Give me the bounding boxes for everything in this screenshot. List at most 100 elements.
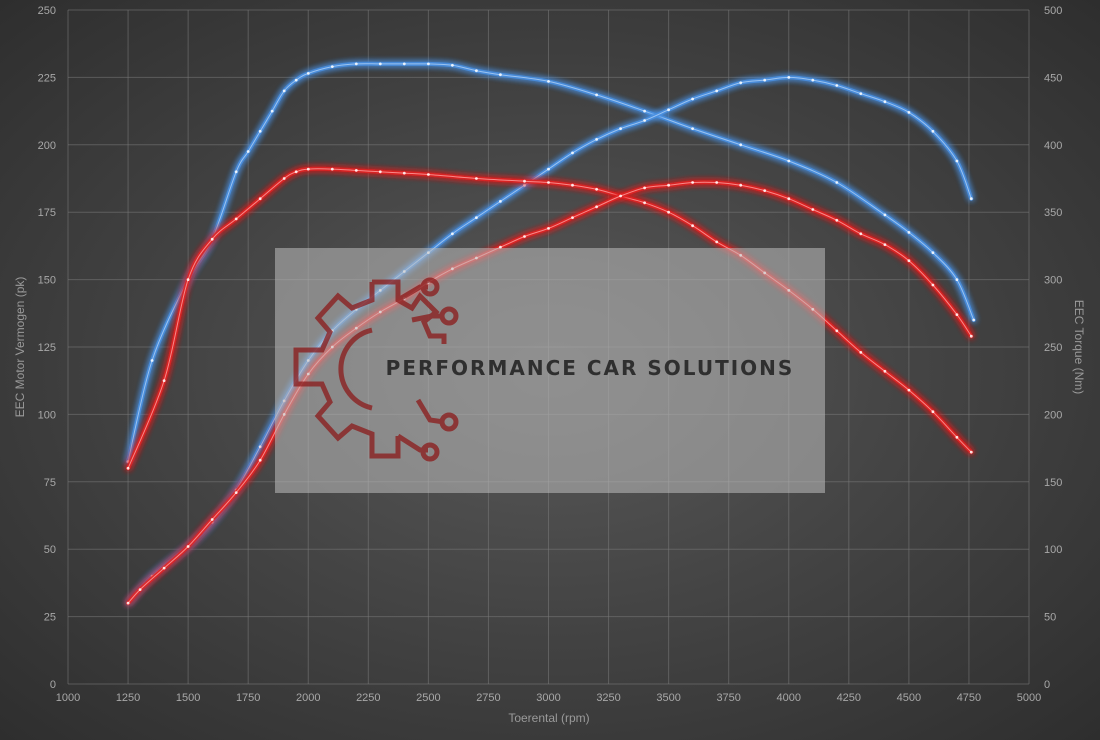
y-left-tick-label: 125 [38, 342, 56, 354]
data-point [499, 200, 502, 203]
data-point [643, 186, 646, 190]
data-point [667, 183, 670, 187]
data-point [595, 187, 598, 191]
watermark-panel [275, 248, 825, 493]
data-point [715, 240, 719, 244]
data-point [835, 181, 839, 184]
data-point [186, 278, 190, 281]
data-point [595, 138, 598, 141]
x-tick-label: 1750 [236, 692, 260, 704]
data-point [427, 62, 430, 66]
data-point [972, 318, 976, 322]
x-tick-label: 4250 [837, 692, 861, 704]
data-point [835, 218, 839, 222]
data-point [475, 69, 478, 73]
data-point [931, 410, 935, 414]
x-axis-ticks: 1000 1250 1500 1750 2000 2250 2500 2750 3000 3250… [56, 692, 1041, 704]
data-point [931, 129, 935, 133]
data-point [402, 171, 406, 175]
data-point [402, 62, 406, 66]
watermark-text: PERFORMANCE CAR SOLUTIONS [386, 356, 795, 380]
x-tick-label: 3250 [596, 692, 620, 704]
y-right-tick-label: 400 [1044, 140, 1062, 152]
data-point [499, 245, 502, 249]
data-point [907, 388, 911, 392]
x-tick-label: 2000 [296, 692, 320, 704]
data-point [475, 216, 478, 220]
data-point [955, 435, 959, 439]
data-point [306, 167, 310, 171]
data-point [547, 80, 550, 83]
y-left-tick-label: 250 [38, 5, 56, 17]
data-point [547, 227, 550, 230]
y-right-tick-label: 0 [1044, 679, 1050, 691]
x-tick-label: 2750 [476, 692, 500, 704]
data-point [126, 466, 130, 470]
data-point [883, 369, 887, 373]
data-point [859, 232, 863, 236]
data-point [931, 251, 935, 255]
data-point [667, 210, 670, 214]
data-point [763, 189, 767, 193]
y-axis-right-ticks: 0 50 100 150 200 250 300 350 400 450 500 [1044, 5, 1062, 691]
x-tick-label: 1250 [116, 692, 140, 704]
data-point [571, 151, 574, 155]
data-point [451, 232, 454, 236]
data-point [955, 159, 959, 163]
data-point [547, 181, 550, 184]
y-left-tick-label: 150 [38, 275, 56, 287]
data-point [258, 445, 262, 449]
data-point [258, 458, 262, 462]
data-point [451, 63, 454, 67]
data-point [150, 359, 154, 362]
data-point [643, 109, 646, 113]
data-point [835, 329, 839, 333]
data-point [691, 127, 694, 130]
data-point [282, 89, 286, 93]
x-tick-label: 4500 [897, 692, 921, 704]
data-point [162, 379, 166, 383]
data-point [931, 283, 935, 287]
data-point [715, 181, 719, 184]
data-point [138, 588, 142, 591]
data-point [835, 84, 839, 87]
data-point [378, 62, 382, 66]
y-left-tick-label: 0 [50, 679, 56, 691]
x-tick-label: 4000 [777, 692, 801, 704]
data-point [595, 93, 598, 97]
y-axis-left-title: EEC Motor Vermogen (pk) [13, 277, 27, 418]
data-point [883, 213, 887, 217]
data-point [571, 216, 574, 220]
data-point [294, 78, 298, 82]
data-point [859, 351, 863, 354]
data-point [787, 197, 791, 201]
data-point [691, 97, 694, 101]
data-point [270, 109, 274, 113]
data-point [523, 183, 526, 187]
data-point [258, 129, 262, 133]
data-point [787, 159, 791, 163]
data-point [955, 278, 959, 281]
data-point [234, 491, 238, 494]
y-axis-left-ticks: 0 25 50 75 100 125 150 175 200 225 250 [38, 5, 56, 691]
data-point [969, 334, 973, 338]
data-point [126, 601, 130, 605]
data-point [691, 181, 694, 184]
y-right-tick-label: 500 [1044, 5, 1062, 17]
data-point [739, 183, 743, 187]
data-point [619, 127, 622, 130]
data-point [523, 179, 526, 183]
y-right-tick-label: 350 [1044, 207, 1062, 219]
data-point [475, 177, 478, 180]
y-left-tick-label: 75 [44, 477, 56, 489]
data-point [811, 208, 815, 211]
data-point [523, 235, 526, 238]
data-point [499, 73, 502, 77]
data-point [969, 450, 973, 454]
y-right-tick-label: 300 [1044, 275, 1062, 287]
data-point [595, 205, 598, 209]
data-point [354, 169, 358, 172]
data-point [294, 170, 298, 174]
x-tick-label: 1000 [56, 692, 80, 704]
